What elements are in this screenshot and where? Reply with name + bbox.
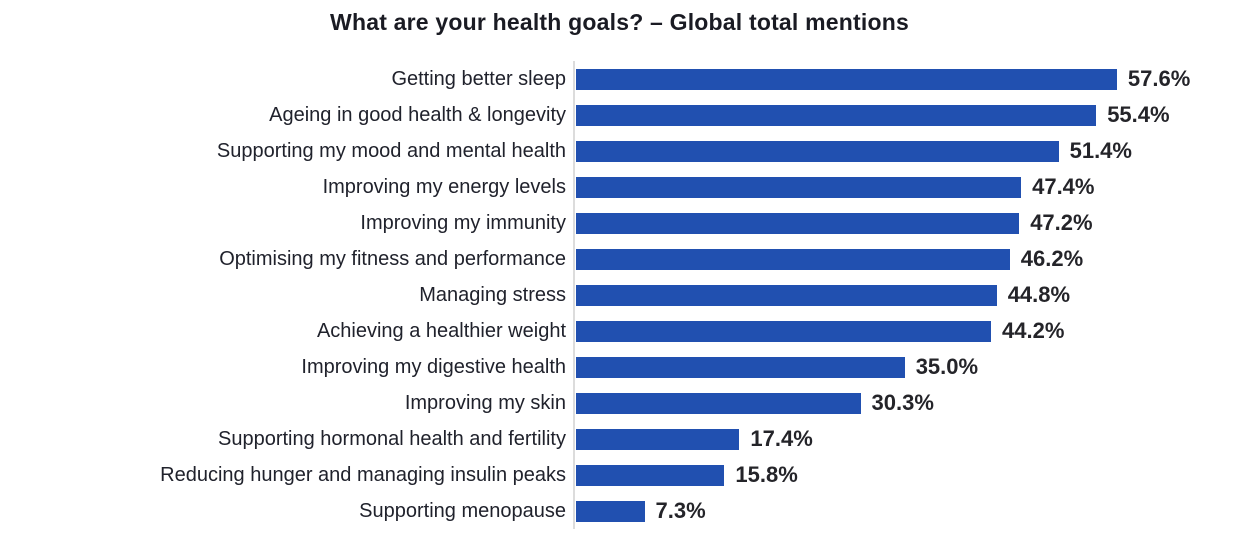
bar-cell: 17.4%	[573, 421, 1239, 457]
bar	[576, 284, 997, 306]
bar	[576, 392, 861, 414]
category-label: Improving my energy levels	[322, 176, 566, 198]
bar	[576, 140, 1059, 162]
bar	[576, 248, 1010, 270]
bar	[576, 500, 645, 522]
bar-row: Managing stress 44.8%	[0, 277, 1239, 313]
value-label: 46.2%	[1020, 246, 1084, 271]
category-label: Supporting hormonal health and fertility	[218, 428, 566, 450]
category-label: Getting better sleep	[391, 68, 566, 90]
bar-cell: 15.8%	[573, 457, 1239, 493]
bar-cell: 35.0%	[573, 349, 1239, 385]
bar	[576, 356, 905, 378]
bar-cell: 51.4%	[573, 133, 1239, 169]
bar-row: Reducing hunger and managing insulin pea…	[0, 457, 1239, 493]
bar-row: Improving my energy levels 47.4%	[0, 169, 1239, 205]
category-label: Improving my skin	[404, 392, 566, 414]
category-label: Achieving a healthier weight	[316, 320, 566, 342]
value-label: 47.2%	[1030, 210, 1093, 235]
bar-cell: 46.2%	[573, 241, 1239, 277]
category-label: Improving my immunity	[360, 212, 566, 234]
bar	[576, 68, 1117, 90]
value-label: 44.2%	[1002, 318, 1065, 343]
bar-row: Supporting hormonal health and fertility…	[0, 421, 1239, 457]
value-label: 7.3%	[655, 498, 706, 523]
bar-row: Improving my skin 30.3%	[0, 385, 1239, 421]
value-label: 51.4%	[1069, 138, 1132, 163]
bar-row: Supporting my mood and mental health 51.4…	[0, 133, 1239, 169]
bar	[576, 320, 991, 342]
bar-row: Improving my immunity 47.2%	[0, 205, 1239, 241]
category-label: Reducing hunger and managing insulin pea…	[160, 464, 566, 486]
bar	[576, 212, 1020, 234]
value-label: 17.4%	[750, 426, 813, 451]
category-label: Ageing in good health & longevity	[269, 104, 566, 126]
bar-row: Improving my digestive health 35.0%	[0, 349, 1239, 385]
bar-cell: 57.6%	[573, 61, 1239, 97]
value-label: 55.4%	[1107, 102, 1170, 127]
bar-cell: 47.2%	[573, 205, 1239, 241]
value-label: 47.4%	[1032, 174, 1095, 199]
value-label: 30.3%	[871, 390, 934, 415]
chart-title: What are your health goals? – Global tot…	[330, 9, 909, 35]
bar-row: Getting better sleep 57.6%	[0, 61, 1239, 97]
plot-area: Getting better sleep 57.6% Ageing in good …	[0, 61, 1239, 529]
bar	[576, 464, 725, 486]
bar-cell: 44.8%	[573, 277, 1239, 313]
bar-row: Optimising my fitness and performance 46.…	[0, 241, 1239, 277]
value-label: 57.6%	[1127, 66, 1191, 91]
value-label: 44.8%	[1007, 282, 1071, 307]
category-label: Supporting menopause	[359, 500, 566, 522]
bar	[576, 104, 1097, 126]
bar-cell: 55.4%	[573, 97, 1239, 133]
value-label: 35.0%	[915, 354, 979, 379]
bar-cell: 30.3%	[573, 385, 1239, 421]
category-label: Improving my digestive health	[301, 356, 566, 378]
bar-row: Achieving a healthier weight 44.2%	[0, 313, 1239, 349]
bar	[576, 428, 740, 450]
bar-row: Ageing in good health & longevity 55.4%	[0, 97, 1239, 133]
value-label: 15.8%	[735, 462, 798, 487]
bar	[576, 176, 1022, 198]
category-label: Supporting my mood and mental health	[216, 140, 566, 162]
category-label: Optimising my fitness and performance	[219, 248, 566, 270]
category-label: Managing stress	[419, 284, 566, 306]
bar-cell: 47.4%	[573, 169, 1239, 205]
bar-row: Supporting menopause 7.3%	[0, 493, 1239, 529]
bar-cell: 7.3%	[573, 493, 1239, 529]
bar-cell: 44.2%	[573, 313, 1239, 349]
